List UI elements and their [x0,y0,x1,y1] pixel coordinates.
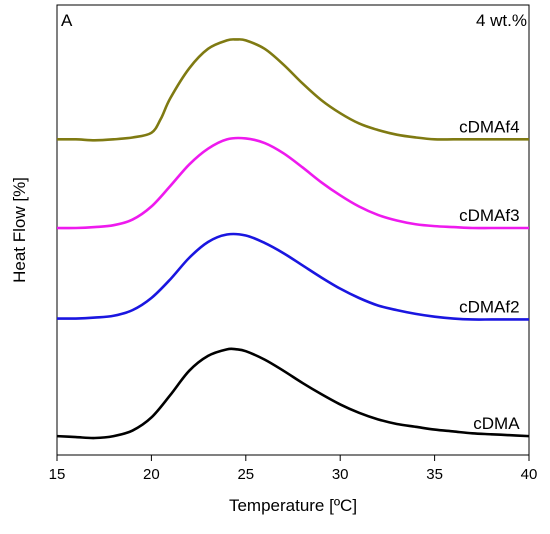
labels-layer: A 4 wt.% Temperature [ºC] Heat Flow [%] [10,11,527,515]
x-tick-label: 20 [143,466,160,483]
plot-border [56,4,530,456]
series-line-cdmaf3 [56,136,529,230]
x-tick-label: 25 [237,466,254,483]
series-line-cdmaf2 [56,232,529,321]
concentration-annotation: 4 wt.% [476,11,527,30]
plot-frame [56,4,530,456]
series-label-cdmaf4: cDMAf4 [459,117,519,136]
x-tick-label: 35 [426,466,443,483]
y-axis-title: Heat Flow [%] [10,177,29,283]
series-label-cdma: cDMA [473,414,520,433]
x-tick-label: 15 [49,466,66,483]
series-label-cdmaf3: cDMAf3 [459,206,519,225]
x-axis-title: Temperature [ºC] [229,496,357,515]
series-layer: cDMA cDMAf2 cDMAf3 cDMAf4 [56,38,530,440]
x-ticks: 15 20 25 30 35 40 [49,455,538,483]
x-tick-label: 30 [332,466,349,483]
series-label-cdmaf2: cDMAf2 [459,297,519,316]
series-line-cdma [56,347,530,440]
panel-label: A [61,11,73,30]
series-line-cdmaf4 [56,38,529,142]
x-tick-label: 40 [521,466,538,483]
